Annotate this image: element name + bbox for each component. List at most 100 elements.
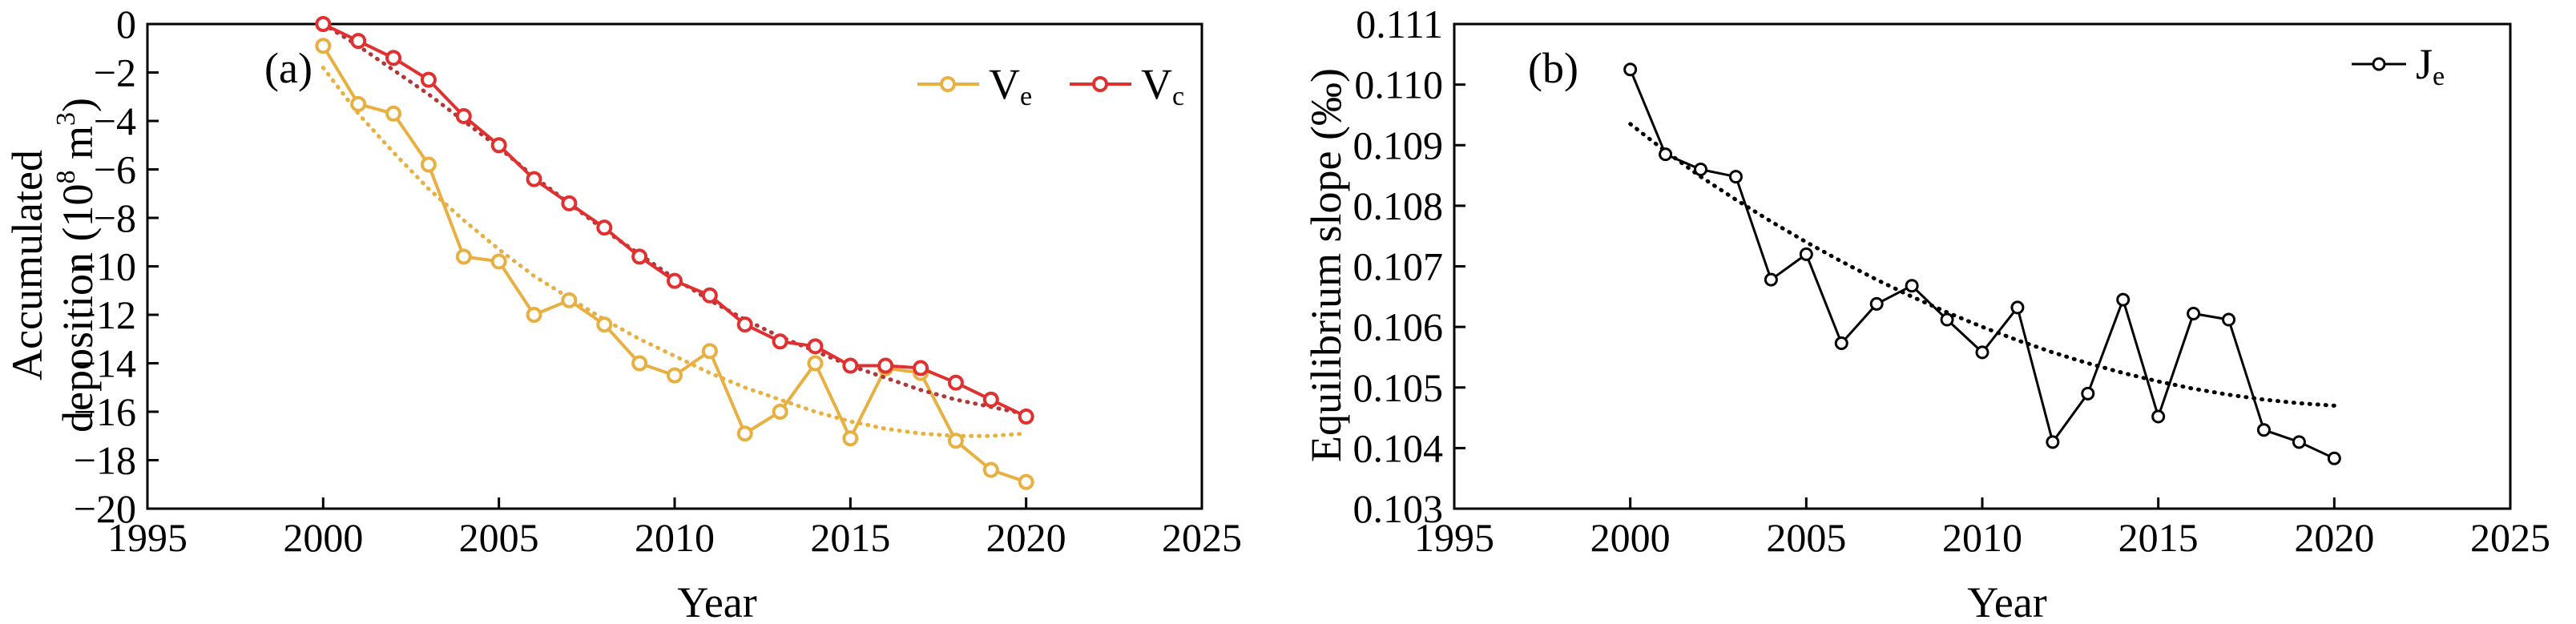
panel-b-label: (b)	[1528, 44, 1578, 92]
panel-a-ytick-label: 0	[116, 2, 136, 46]
panel-b-ytick-label: 0.111	[1356, 2, 1443, 46]
legend-ve-marker	[940, 76, 956, 92]
panel-a-ytick-label: −10	[74, 244, 136, 289]
panel-b-ytick-label: 0.105	[1353, 365, 1444, 410]
panel-b-series-je-point	[2046, 435, 2060, 449]
panel-b-xtick-label: 2010	[1942, 515, 2022, 560]
legend-vc-marker	[1092, 76, 1108, 92]
panel-b-series-je-line	[1629, 69, 2335, 460]
panel-a-xtick-label: 2000	[283, 515, 363, 560]
panel-a-ytick-label: −8	[94, 195, 136, 240]
panel-a-ytick-label: −2	[94, 50, 136, 95]
panel-a-series-vc-point	[455, 107, 472, 124]
panel-b-series-je-point	[1764, 272, 1778, 287]
panel-a-series-ve-point	[490, 253, 507, 270]
panel-a-xtick-label: 2015	[810, 515, 890, 560]
panel-b-xtick-label: 2005	[1766, 515, 1846, 560]
panel-a-series-ve-point	[455, 248, 472, 265]
panel-a-series-vc-point	[667, 272, 683, 289]
panel-b-series-je-point	[2010, 300, 2025, 315]
panel-a-series-vc-point	[807, 338, 824, 355]
panel-b-legend: Je	[2352, 40, 2445, 91]
panel-a-series-vc-point	[420, 71, 437, 88]
panel-b-series-je-point	[2222, 312, 2236, 327]
panel-a-series-ve-point	[667, 367, 683, 384]
panel-b-ytick-label: 0.103	[1353, 486, 1444, 531]
panel-a-series-vc-point	[490, 137, 507, 154]
panel-a-series-ve-point	[350, 95, 367, 112]
panel-b-series-je-point	[1728, 170, 1743, 184]
panel-a-series-vc-point	[701, 287, 718, 304]
panel-b-series-je-point	[1623, 62, 1638, 77]
panel-a-series-vc-point	[982, 391, 999, 408]
panel-a-ytick-label: −18	[74, 438, 136, 483]
panel-a-series-ve-point	[772, 404, 788, 420]
panel-a-series-vc-point	[772, 333, 788, 350]
panel-a-series-ve-point	[842, 430, 859, 447]
panel-a-series-vc-point	[385, 50, 402, 66]
panel-a-series-ve-point	[701, 343, 718, 360]
panel-a-ylabel-line1: Accumulated	[3, 150, 51, 380]
panel-a-ytick-label: −14	[74, 341, 136, 386]
panel-b-series-je-point	[1694, 163, 1708, 176]
panel-a-series-vc-point	[736, 316, 753, 333]
panel-b-series-je-point	[2256, 423, 2271, 437]
panel-a-series-vc-point	[596, 219, 613, 236]
panel-a-series-ve-point	[807, 355, 824, 372]
panel-b-series-je-point	[2292, 435, 2306, 449]
panel-a-xtick-label: 2025	[1162, 515, 1242, 560]
panel-a-label: (a)	[264, 44, 312, 92]
panel-a-series-ve-point	[596, 316, 613, 333]
panel-a-chart: Accumulated deposition (108 m3) Year (a)…	[3, 2, 1242, 624]
panel-b-series-je-point	[1905, 279, 1919, 293]
panel-a-xtick-label: 1995	[107, 515, 187, 560]
panel-a-series-vc-point	[877, 357, 894, 374]
panel-b-series-je-point	[2187, 306, 2201, 320]
panel-b-ytick-label: 0.104	[1353, 425, 1444, 470]
panel-b-ytick-label: 0.108	[1353, 183, 1444, 228]
panel-a-ytick-label: −16	[74, 389, 136, 434]
panel-a-series-ve-point	[736, 425, 753, 442]
panel-b-plot-frame	[1453, 22, 2512, 510]
panel-b-ytick-label: 0.110	[1354, 62, 1443, 107]
panel-a-series-vc-point	[315, 16, 332, 32]
panel-a-series-ve-point	[526, 307, 542, 323]
panel-a-series-vc-point	[1018, 409, 1034, 425]
panel-b-chart: Equilibrium slope (‰) Year (b) Je 1995 20…	[1302, 2, 2550, 624]
panel-a-series-vc-point	[561, 195, 578, 211]
panel-a-series-ve-point	[982, 461, 999, 478]
panel-b-xtick-label: 2025	[2470, 515, 2550, 560]
panel-b-xtick-label: 2000	[1590, 515, 1671, 560]
legend-vc-label: Vc	[1141, 60, 1184, 111]
panel-b-series-je-trendline	[1628, 122, 2336, 408]
panel-a-series-ve-point	[561, 292, 578, 308]
legend-je-marker	[2372, 57, 2386, 71]
panel-b-xtick-label: 2020	[2294, 515, 2374, 560]
panel-a-plot-frame	[146, 22, 1203, 510]
panel-a-ytick-label: −4	[94, 99, 136, 143]
panel-a-ytick-label: −20	[74, 486, 136, 531]
panel-b-series-je-point	[2081, 386, 2095, 401]
panel-a-legend: Ve Vc	[917, 60, 1184, 111]
panel-b-series-je-point	[2116, 292, 2131, 307]
panel-a-ylabel-line2: deposition (108 m3)	[51, 98, 102, 433]
panel-b-series-je-point	[2327, 451, 2341, 465]
panel-b-series-je-point	[1799, 247, 1813, 261]
panel-a-series-ve-point	[1018, 473, 1034, 490]
panel-b-series-je-point	[1940, 312, 1954, 327]
panel-a-series-vc-point	[350, 33, 367, 50]
panel-b-xtick-label: 2015	[2118, 515, 2199, 560]
panel-a-series-vc-point	[631, 248, 648, 265]
panel-a-series-vc-point	[947, 374, 964, 391]
panel-a-xlabel: Year	[677, 578, 757, 624]
panel-a-series-ve-point	[315, 38, 332, 54]
panel-a-series-vc-point	[526, 171, 542, 187]
panel-a-series-vc-point	[913, 360, 929, 376]
panel-b-ytick-label: 0.109	[1353, 123, 1444, 167]
legend-ve-label: Ve	[989, 60, 1032, 111]
legend-je-label: Je	[2416, 40, 2445, 91]
panel-b-series-je-point	[2151, 409, 2166, 424]
panel-b-xtick-label: 1995	[1414, 515, 1494, 560]
panel-a-series-ve-point	[385, 105, 402, 122]
